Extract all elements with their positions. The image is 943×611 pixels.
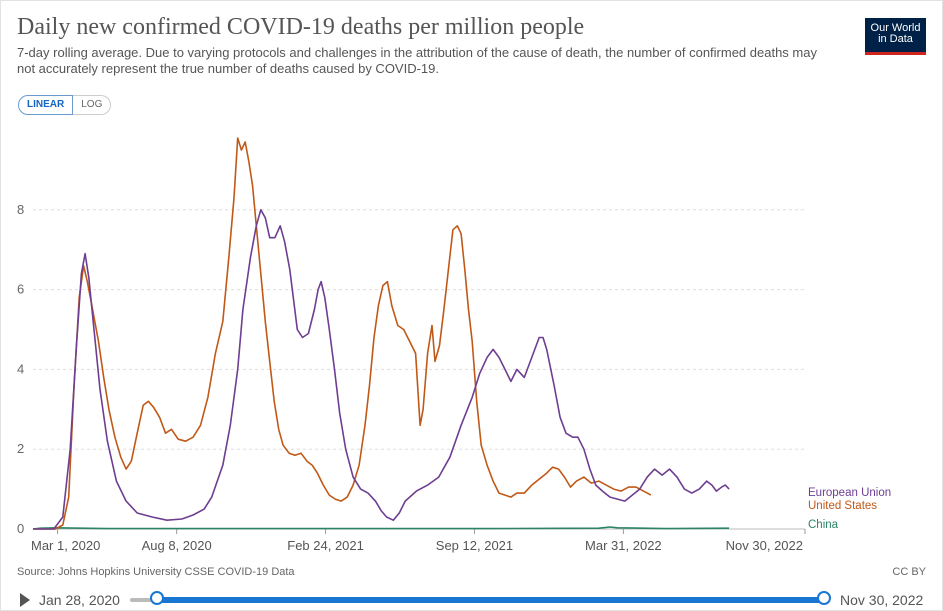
x-tick-label-4: Mar 31, 2022 [585,538,662,553]
x-tick-label-3: Sep 12, 2021 [436,538,513,553]
series-line-china [32,526,730,530]
timeline-end-label: Nov 30, 2022 [840,592,924,608]
timeline: Jan 28, 2020 Nov 30, 2022 [0,586,943,611]
y-tick-label-6: 6 [17,282,24,297]
legend-label-china: China [808,519,839,531]
logo-line-1: Our World [870,22,921,34]
log-scale-button[interactable]: LOG [73,95,112,115]
timeline-end-handle[interactable] [817,591,831,605]
series-line-european-union [33,209,730,530]
timeline-start-handle[interactable] [150,591,164,605]
legend-label-united-states: United States [808,500,877,512]
x-tick-label-1: Aug 8, 2020 [142,538,212,553]
timeline-selected-range[interactable] [157,597,824,603]
x-tick-label-2: Feb 24, 2021 [287,538,364,553]
timeline-start-label: Jan 28, 2020 [39,592,120,608]
chart-title: Daily new confirmed COVID-19 deaths per … [17,14,585,40]
timeline-track-left [130,598,156,602]
y-tick-label-2: 2 [17,441,24,456]
play-icon[interactable] [20,593,30,607]
owid-logo[interactable]: Our World in Data [865,18,926,55]
logo-line-2: in Data [878,33,913,45]
x-tick-label-5: Nov 30, 2022 [726,538,803,553]
linear-scale-button[interactable]: LINEAR [18,95,74,115]
chart-subtitle: 7-day rolling average. Due to varying pr… [17,45,817,76]
line-chart: 0 2 4 6 8 Mar 1, 2020 Aug 8, 2020 Feb 24, 2021 S… [17,137,891,553]
y-tick-label-8: 8 [17,202,24,217]
series-line-united-states [33,137,652,530]
y-tick-label-4: 4 [17,361,24,376]
license-link[interactable]: CC BY [892,566,926,578]
y-tick-label-0: 0 [17,521,24,536]
source-note: Source: Johns Hopkins University CSSE CO… [17,566,295,578]
x-tick-label-0: Mar 1, 2020 [31,538,100,553]
scale-toggle: LINEAR LOG [18,95,112,115]
legend-label-european-union: European Union [808,487,891,499]
